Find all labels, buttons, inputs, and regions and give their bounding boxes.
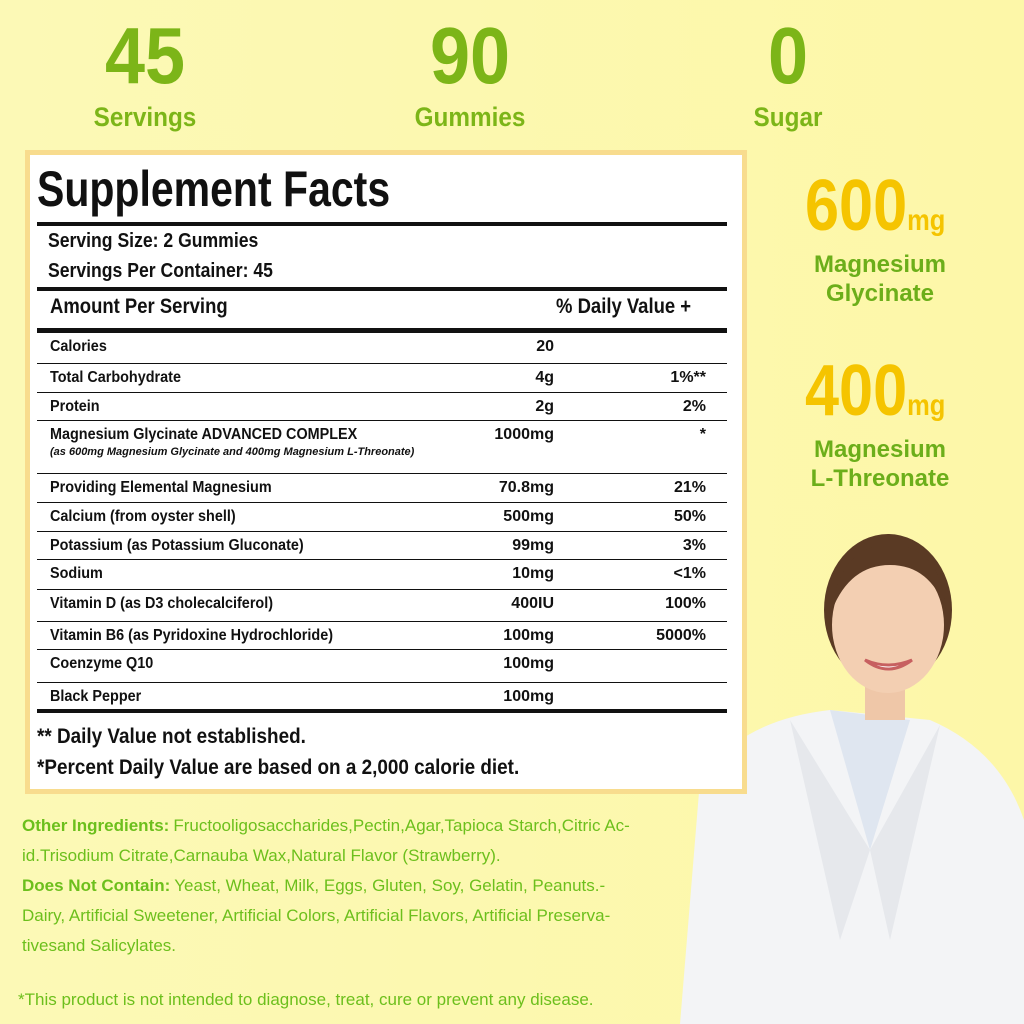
nutrient-name: Total Carbohydrate [50,369,181,386]
highlight-amount: 400mg [805,350,945,432]
nutrient-amount: 10mg [512,565,554,582]
daily-value: 21% [673,479,706,496]
nutrient-amount: 2g [535,398,554,415]
column-header: Amount Per Serving [50,295,228,318]
rule [37,621,727,622]
text: id.Trisodium Citrate,Carnauba Wax,Natura… [22,846,501,865]
disclaimer: *This product is not intended to diagnos… [18,990,594,1009]
rule [37,473,727,474]
nutrient-name: Calcium (from oyster shell) [50,508,236,525]
amount: 600 [805,166,908,246]
highlight-text: Glycinate [825,280,935,307]
daily-value: 5000% [656,627,706,644]
rule [37,709,727,713]
nutrient-name: Vitamin B6 (as Pyridoxine Hydrochloride) [50,627,334,644]
nutrient-name: Magnesium Glycinate ADVANCED COMPLEX [50,426,358,443]
daily-value: 3% [682,537,706,554]
text: Dairy, Artificial Sweetener, Artificial … [22,906,611,925]
footnote: *Percent Daily Value are based on a 2,00… [37,756,520,779]
nutrient-name: Potassium (as Potassium Gluconate) [50,537,304,554]
highlight-amount: 600mg [805,165,945,247]
nutrient-name: Vitamin D (as D3 cholecalciferol) [50,595,274,612]
stat-number: 45 [104,11,186,100]
text: Yeast, Wheat, Milk, Eggs, Gluten, Soy, G… [174,876,606,895]
servings-per: Servings Per Container: 45 [48,260,273,282]
footnote: ** Daily Value not established. [37,725,306,748]
rule [37,222,727,226]
rule [37,363,727,364]
facts-panel [25,150,747,794]
nutrient-amount: 100mg [503,655,554,672]
unit: mg [907,204,946,237]
rule [37,502,727,503]
amount: 400 [805,351,908,431]
label: Other Ingredients: [22,816,170,835]
daily-value: 2% [682,398,706,415]
ingredient-line: Dairy, Artificial Sweetener, Artificial … [22,906,610,926]
unit: mg [907,389,946,422]
rule [37,392,727,393]
column-header: % Daily Value + [556,295,692,318]
rule [37,531,727,532]
highlight-text: Magnesium [813,251,947,278]
stat-label: Gummies [414,102,526,132]
stat-number: 90 [429,11,511,100]
rule [37,589,727,590]
nutrient-name: Providing Elemental Magnesium [50,479,272,496]
stat-number: 0 [767,11,809,100]
text: tivesand Salicylates. [22,936,177,955]
rule [37,420,727,421]
nutrient-amount: 99mg [512,537,554,554]
nutrient-amount: 500mg [503,508,554,525]
daily-value: 1%** [670,369,706,386]
rule [37,287,727,291]
nutrient-name: Sodium [50,565,103,582]
nutrient-note: (as 600mg Magnesium Glycinate and 400mg … [50,446,415,458]
nutrient-name: Black Pepper [50,688,142,705]
ingredient-line: id.Trisodium Citrate,Carnauba Wax,Natura… [22,846,501,866]
nutrient-name: Protein [50,398,100,415]
ingredient-line: tivesand Salicylates. [22,936,176,956]
daily-value: * [699,426,706,443]
facts-title: Supplement Facts [37,161,391,217]
rule [37,682,727,683]
highlight-text: L-Threonate [810,465,950,492]
serving-size: Serving Size: 2 Gummies [48,230,259,252]
nutrient-name: Coenzyme Q10 [50,655,154,672]
label: Does Not Contain: [22,876,171,895]
stat-label: Servings [93,102,197,132]
nutrient-amount: 400IU [511,595,554,612]
ingredient-line: Does Not Contain: Yeast, Wheat, Milk, Egg… [22,876,605,896]
ingredient-line: Other Ingredients: Fructooligosaccharides… [22,816,630,836]
nutrient-amount: 100mg [503,688,554,705]
rule [37,649,727,650]
nutrient-amount: 4g [535,369,554,386]
nutrient-amount: 1000mg [494,426,554,443]
rule [37,559,727,560]
nutrient-amount: 70.8mg [498,479,554,496]
stat-label: Sugar [753,102,823,132]
highlight-text: Magnesium [813,436,947,463]
daily-value: 100% [665,595,706,612]
daily-value: <1% [673,565,706,582]
rule [37,328,727,333]
daily-value: 50% [673,508,706,525]
nutrient-name: Calories [50,338,107,355]
text: Fructooligosaccharides,Pectin,Agar,Tapio… [173,816,630,835]
nutrient-amount: 100mg [503,627,554,644]
nutrient-amount: 20 [536,338,554,355]
person-illustration [680,534,1024,1024]
